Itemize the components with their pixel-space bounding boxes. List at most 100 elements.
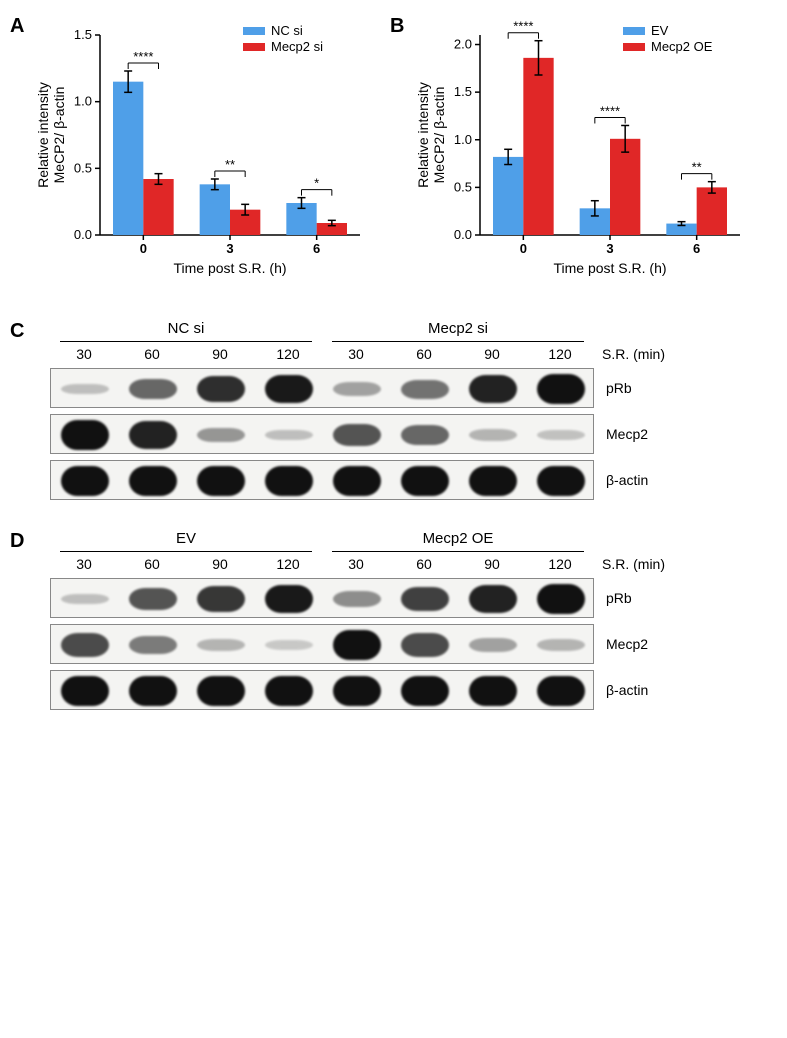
band [265, 430, 314, 440]
band [401, 676, 450, 706]
band [197, 639, 246, 650]
band [61, 466, 110, 496]
svg-text:**: ** [225, 157, 235, 172]
time-cell: 60 [118, 346, 186, 362]
panel-d: D EVMecp2 OE306090120306090120S.R. (min)… [30, 530, 767, 710]
band [469, 676, 518, 706]
band [265, 375, 314, 404]
panel-b-chart: 0.00.51.01.52.0Relative intensityMeCP2/ … [410, 20, 750, 280]
svg-text:Mecp2 si: Mecp2 si [271, 39, 323, 54]
blot-row: β-actin [50, 670, 767, 710]
blot-image [50, 368, 594, 408]
group-underline [332, 341, 584, 342]
time-cell: 120 [526, 556, 594, 572]
svg-text:6: 6 [313, 241, 320, 256]
band [469, 638, 518, 652]
time-cell: 30 [50, 556, 118, 572]
band [469, 375, 518, 403]
blot-image [50, 414, 594, 454]
group-underline [332, 551, 584, 552]
time-cell: 120 [254, 346, 322, 362]
time-axis-label: S.R. (min) [602, 346, 665, 362]
band [61, 420, 110, 450]
band [197, 428, 246, 443]
svg-text:****: **** [600, 103, 620, 118]
blot-image [50, 578, 594, 618]
svg-text:MeCP2/ β-actin: MeCP2/ β-actin [51, 87, 67, 184]
svg-text:0: 0 [140, 241, 147, 256]
panel-b: B 0.00.51.01.52.0Relative intensityMeCP2… [410, 20, 750, 280]
svg-text:0.0: 0.0 [454, 227, 472, 242]
time-cell: 60 [118, 556, 186, 572]
svg-text:****: **** [513, 20, 533, 34]
band [469, 585, 518, 613]
time-row: 306090120306090120S.R. (min) [50, 556, 767, 572]
svg-text:3: 3 [606, 241, 613, 256]
band [129, 636, 178, 654]
blot-row: pRb [50, 578, 767, 618]
blot-row-label: pRb [606, 590, 632, 606]
group-underline [60, 551, 312, 552]
band [401, 380, 450, 399]
svg-text:0.0: 0.0 [74, 227, 92, 242]
group-underline [60, 341, 312, 342]
svg-text:****: **** [133, 49, 153, 64]
band [333, 676, 382, 706]
band [265, 640, 314, 649]
band [401, 587, 450, 612]
panel-a: A 0.00.51.01.5Relative intensityMeCP2/ β… [30, 20, 370, 280]
group-header-label: EV [50, 530, 322, 551]
blot-image [50, 460, 594, 500]
panel-c: C NC siMecp2 si306090120306090120S.R. (m… [30, 320, 767, 500]
band [61, 384, 110, 394]
blot-row-label: pRb [606, 380, 632, 396]
time-cell: 120 [526, 346, 594, 362]
svg-text:0.5: 0.5 [74, 160, 92, 175]
svg-text:**: ** [692, 160, 702, 175]
band [537, 466, 586, 496]
band [129, 588, 178, 610]
blot-row-label: β-actin [606, 682, 648, 698]
time-cell: 90 [186, 556, 254, 572]
band [197, 466, 246, 496]
band [333, 591, 382, 607]
blot-group-header: NC siMecp2 si [50, 320, 767, 346]
svg-text:2.0: 2.0 [454, 37, 472, 52]
band [401, 466, 450, 496]
band [197, 586, 246, 612]
band [333, 630, 382, 660]
svg-text:Mecp2 OE: Mecp2 OE [651, 39, 713, 54]
panel-c-content: NC siMecp2 si306090120306090120S.R. (min… [50, 320, 767, 500]
time-cell: 90 [186, 346, 254, 362]
blot-row: pRb [50, 368, 767, 408]
time-cell: 120 [254, 556, 322, 572]
group-header: EV [50, 530, 322, 556]
panel-b-label: B [390, 15, 404, 38]
band [197, 376, 246, 403]
band [333, 466, 382, 496]
blot-group-header: EVMecp2 OE [50, 530, 767, 556]
band [537, 430, 586, 440]
band [129, 676, 178, 706]
svg-text:6: 6 [693, 241, 700, 256]
group-header-label: Mecp2 si [322, 320, 594, 341]
svg-text:0.5: 0.5 [454, 179, 472, 194]
band [537, 676, 586, 706]
blot-row-label: Mecp2 [606, 426, 648, 442]
band [129, 421, 178, 449]
svg-text:Time post S.R. (h): Time post S.R. (h) [173, 260, 286, 276]
time-cell: 30 [322, 346, 390, 362]
band [129, 466, 178, 496]
blot-row: Mecp2 [50, 414, 767, 454]
blot-row-label: β-actin [606, 472, 648, 488]
svg-text:MeCP2/ β-actin: MeCP2/ β-actin [431, 87, 447, 184]
figure-root: A 0.00.51.01.5Relative intensityMeCP2/ β… [0, 0, 787, 760]
svg-text:1.5: 1.5 [454, 84, 472, 99]
svg-text:*: * [314, 176, 319, 191]
band [265, 466, 314, 496]
svg-text:EV: EV [651, 23, 669, 38]
group-header-label: NC si [50, 320, 322, 341]
band [61, 676, 110, 706]
band [537, 584, 586, 614]
group-header: Mecp2 si [322, 320, 594, 346]
